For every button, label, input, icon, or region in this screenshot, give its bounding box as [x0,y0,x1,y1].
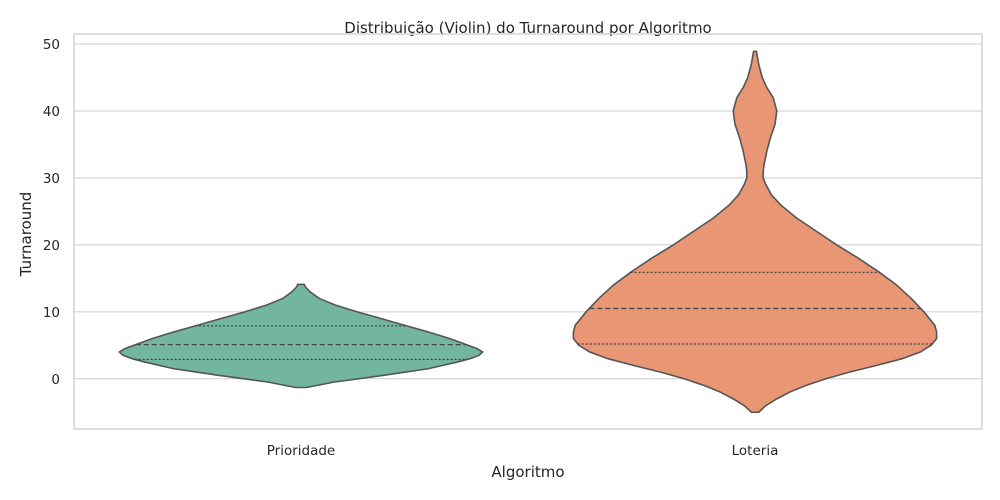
y-tick-label: 40 [43,104,60,120]
x-tick-label: Prioridade [267,443,335,459]
plot-frame [73,33,983,430]
y-tick-label: 30 [43,171,60,187]
violin-prioridade [118,283,484,389]
violins [118,50,938,414]
y-axis-label: Turnaround [17,192,35,278]
violin-loteria [572,50,938,414]
y-tick-label: 20 [43,238,60,254]
y-tick-label: 0 [51,372,60,388]
chart-title: Distribuição (Violin) do Turnaround por … [344,19,711,37]
y-tick-label: 50 [43,37,60,53]
y-axis-ticks: 0 10 20 30 40 50 [43,37,60,388]
x-axis-ticks: Prioridade Loteria [267,443,779,459]
x-tick-label: Loteria [732,443,779,459]
x-axis-label: Algoritmo [491,463,564,481]
y-tick-label: 10 [43,305,60,321]
